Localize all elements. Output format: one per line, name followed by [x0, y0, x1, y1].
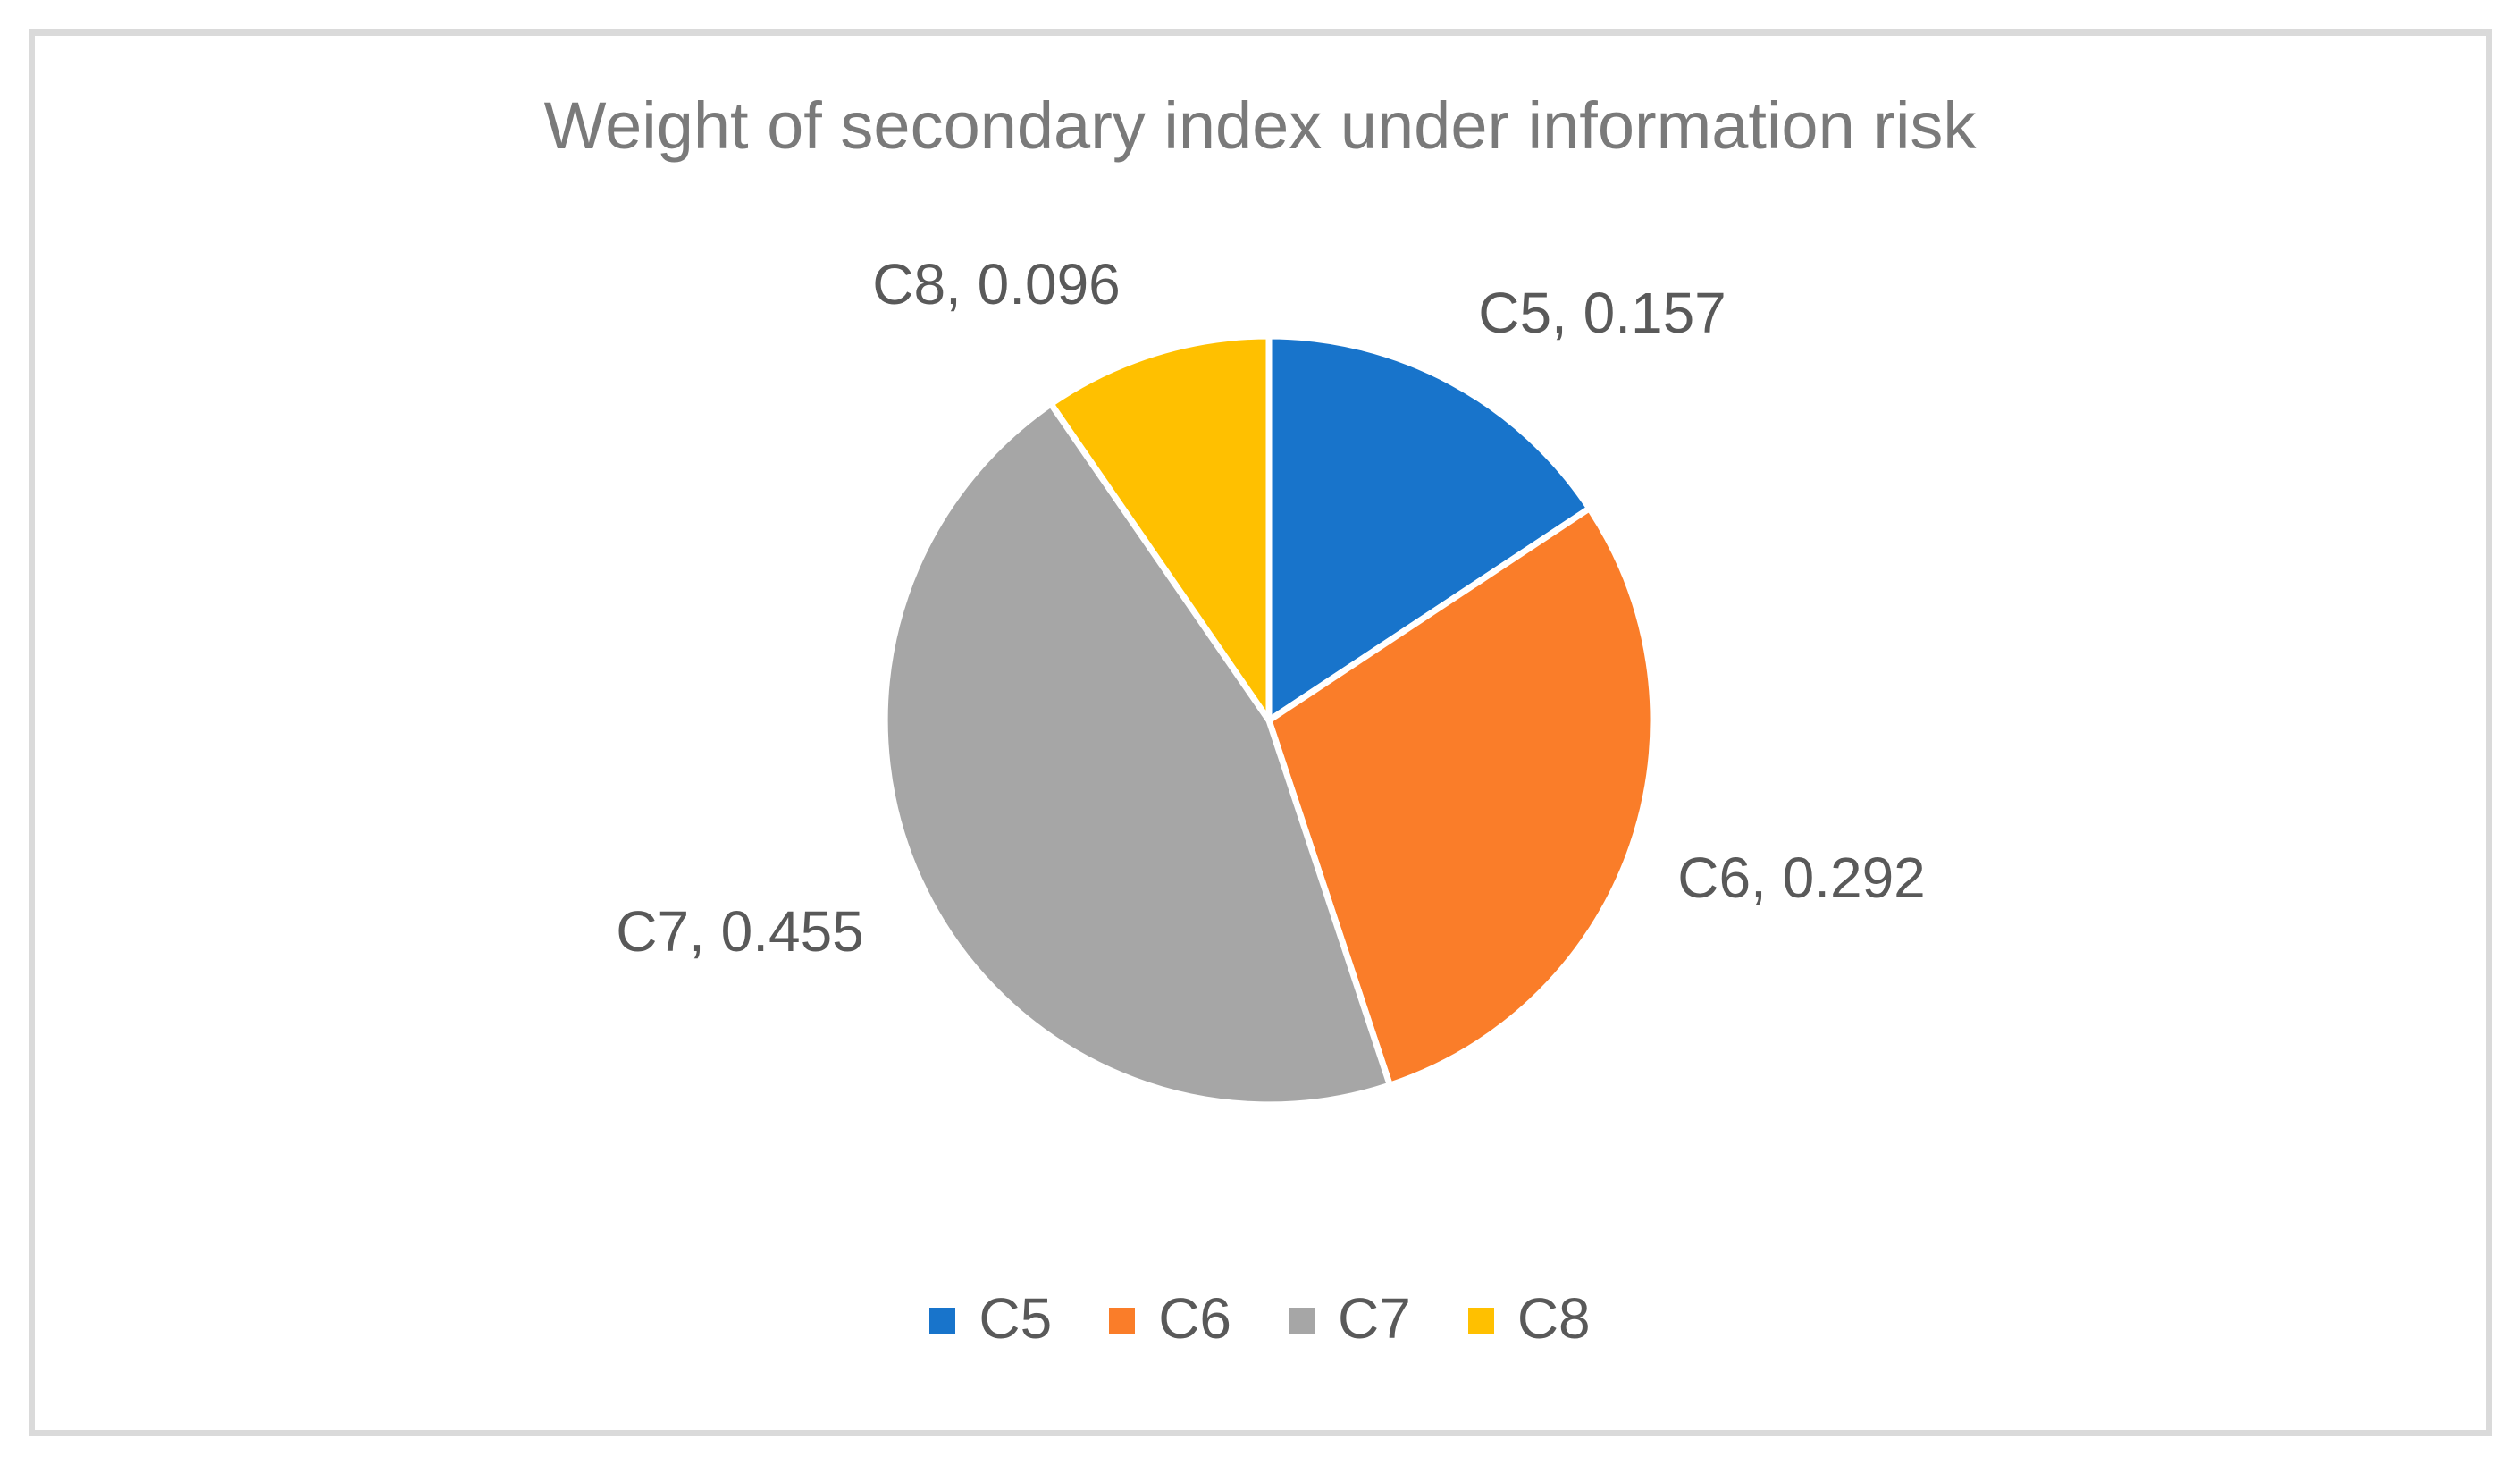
slice-label-c8: C8, 0.096 [872, 252, 1121, 316]
legend-item-c6: C6 [1109, 1285, 1231, 1351]
pie-slice-c6 [1265, 505, 1657, 1089]
legend-label-c6: C6 [1158, 1286, 1231, 1351]
pie-slice-c8 [1047, 333, 1273, 724]
slice-label-c5: C5, 0.157 [1478, 281, 1726, 345]
pie-slice-c7 [881, 400, 1393, 1108]
legend-label-c7: C7 [1338, 1286, 1411, 1351]
slice-label-c6: C6, 0.292 [1677, 846, 1926, 910]
legend-swatch-c7 [1289, 1307, 1315, 1334]
chart-title: Weight of secondary index under informat… [543, 88, 1977, 163]
slice-label-c7: C7, 0.455 [616, 899, 864, 964]
legend: C5 C6 C7 C8 [0, 1285, 2520, 1351]
pie-slice-c5 [1265, 333, 1593, 724]
legend-swatch-c5 [929, 1307, 956, 1334]
legend-swatch-c8 [1467, 1307, 1494, 1334]
legend-label-c5: C5 [979, 1286, 1053, 1351]
legend-item-c7: C7 [1289, 1285, 1411, 1351]
legend-item-c8: C8 [1467, 1285, 1591, 1351]
legend-swatch-c6 [1109, 1307, 1136, 1334]
legend-label-c8: C8 [1516, 1286, 1591, 1351]
legend-item-c5: C5 [929, 1285, 1052, 1351]
